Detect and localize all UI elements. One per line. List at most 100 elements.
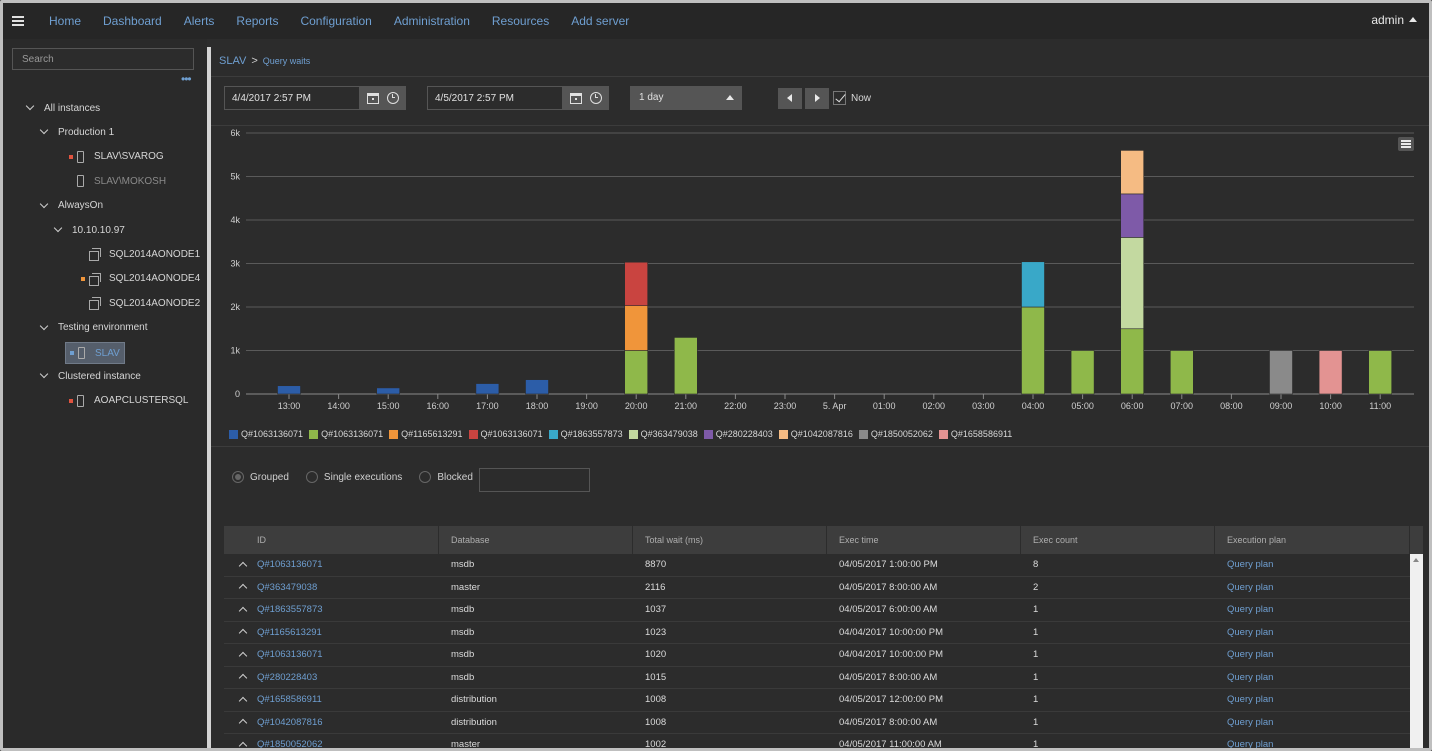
nav-resources[interactable]: Resources bbox=[491, 14, 550, 28]
query-id-link[interactable]: Q#1850052062 bbox=[257, 739, 323, 751]
chevron-up-icon[interactable] bbox=[238, 740, 250, 748]
cell-id[interactable]: Q#1042087816 bbox=[224, 717, 439, 728]
column-header-exec-count[interactable]: Exec count bbox=[1021, 526, 1215, 554]
chevron-up-icon[interactable] bbox=[238, 650, 250, 660]
cell-execution-plan[interactable]: Query plan bbox=[1227, 626, 1274, 638]
chevron-down-icon[interactable] bbox=[53, 225, 63, 235]
table-row[interactable]: Q#1863557873 msdb 1037 04/05/2017 6:00:00 A… bbox=[224, 599, 1410, 622]
legend-item[interactable]: Q#1165613291 bbox=[389, 429, 463, 439]
radio-single-executions[interactable]: Single executions bbox=[305, 471, 402, 483]
legend-item[interactable]: Q#1863557873 bbox=[548, 429, 623, 439]
query-id-link[interactable]: Q#363479038 bbox=[257, 581, 318, 593]
cell-execution-plan[interactable]: Query plan bbox=[1227, 716, 1274, 728]
table-row[interactable]: Q#1063136071 msdb 8870 04/05/2017 1:00:00 P… bbox=[224, 554, 1410, 577]
legend-item[interactable]: Q#1063136071 bbox=[229, 429, 303, 439]
cell-id[interactable]: Q#1063136071 bbox=[224, 559, 439, 570]
tree-node-slav[interactable]: SLAV bbox=[65, 342, 125, 364]
radio-blocked[interactable]: Blocked bbox=[419, 471, 473, 483]
tree-node-testing-environment[interactable]: Testing environment bbox=[39, 318, 148, 338]
table-row[interactable]: Q#1658586911 distribution 1008 04/05/2017 1… bbox=[224, 689, 1410, 712]
to-date-input[interactable]: 4/5/2017 2:57 PM bbox=[427, 86, 563, 110]
chevron-up-icon[interactable] bbox=[238, 717, 250, 727]
chart-menu-icon[interactable] bbox=[1398, 137, 1414, 151]
cell-id[interactable]: Q#1863557873 bbox=[224, 604, 439, 615]
nav-dashboard[interactable]: Dashboard bbox=[103, 14, 162, 28]
tree-node-sql2014aonode4[interactable]: SQL2014AONODE4 bbox=[81, 269, 200, 289]
cell-execution-plan[interactable]: Query plan bbox=[1227, 649, 1274, 661]
calendar-icon[interactable] bbox=[367, 92, 380, 104]
previous-period-button[interactable] bbox=[778, 88, 802, 109]
from-date-input[interactable]: 4/4/2017 2:57 PM bbox=[224, 86, 360, 110]
nav-reports[interactable]: Reports bbox=[236, 14, 279, 28]
nav-administration[interactable]: Administration bbox=[393, 14, 470, 28]
chevron-down-icon[interactable] bbox=[39, 127, 49, 137]
next-period-button[interactable] bbox=[805, 88, 829, 109]
legend-item[interactable]: Q#280228403 bbox=[703, 429, 773, 439]
chevron-up-icon[interactable] bbox=[238, 605, 250, 615]
table-row[interactable]: Q#363479038 master 2116 04/05/2017 8:00:00 … bbox=[224, 577, 1410, 599]
tree-node-sql2014aonode2[interactable]: SQL2014AONODE2 bbox=[81, 293, 200, 313]
tree-node-10-10-10-97[interactable]: 10.10.10.97 bbox=[53, 220, 125, 240]
nav-add-server[interactable]: Add server bbox=[571, 14, 630, 28]
calendar-icon[interactable] bbox=[570, 92, 583, 104]
tree-node-clustered-instance[interactable]: Clustered instance bbox=[39, 366, 141, 386]
legend-item[interactable]: Q#363479038 bbox=[628, 429, 698, 439]
tree-node-aoapclustersql[interactable]: AOAPCLUSTERSQL bbox=[69, 391, 188, 411]
cell-id[interactable]: Q#280228403 bbox=[224, 672, 439, 683]
legend-item[interactable]: Q#1658586911 bbox=[938, 429, 1012, 439]
chevron-down-icon[interactable] bbox=[39, 371, 49, 381]
cell-id[interactable]: Q#1850052062 bbox=[224, 739, 439, 751]
sidebar-resize-handle[interactable] bbox=[207, 47, 211, 748]
column-header-total-wait[interactable]: Total wait (ms) bbox=[633, 526, 827, 554]
tree-node-production-1[interactable]: Production 1 bbox=[39, 122, 114, 142]
cell-execution-plan[interactable]: Query plan bbox=[1227, 739, 1274, 751]
user-menu[interactable]: admin bbox=[1371, 13, 1417, 27]
nav-home[interactable]: Home bbox=[49, 14, 82, 28]
cell-id[interactable]: Q#1658586911 bbox=[224, 694, 439, 705]
chevron-up-icon[interactable] bbox=[238, 560, 250, 570]
radio-grouped[interactable]: Grouped bbox=[232, 471, 289, 483]
tree-node-sql2014aonode1[interactable]: SQL2014AONODE1 bbox=[81, 244, 200, 264]
cell-execution-plan[interactable]: Query plan bbox=[1227, 694, 1274, 706]
legend-item[interactable]: Q#1042087816 bbox=[778, 429, 853, 439]
tree-node-slav-mokosh[interactable]: SLAV\MOKOSH bbox=[69, 171, 166, 191]
cell-execution-plan[interactable]: Query plan bbox=[1227, 671, 1274, 683]
chevron-up-icon[interactable] bbox=[238, 582, 250, 592]
chevron-down-icon[interactable] bbox=[39, 323, 49, 333]
table-row[interactable]: Q#280228403 msdb 1015 04/05/2017 8:00:00 AM… bbox=[224, 667, 1410, 689]
breadcrumb-root[interactable]: SLAV bbox=[219, 55, 247, 67]
tree-node-slav-svarog[interactable]: SLAV\SVAROG bbox=[69, 147, 164, 167]
cell-execution-plan[interactable]: Query plan bbox=[1227, 559, 1274, 571]
chevron-down-icon[interactable] bbox=[39, 201, 49, 211]
nav-configuration[interactable]: Configuration bbox=[300, 14, 372, 28]
chevron-up-icon[interactable] bbox=[238, 627, 250, 637]
table-row[interactable]: Q#1063136071 msdb 1020 04/04/2017 10:00:00 … bbox=[224, 644, 1410, 667]
period-select[interactable]: 1 day bbox=[630, 86, 742, 110]
cell-id[interactable]: Q#363479038 bbox=[224, 582, 439, 593]
query-id-link[interactable]: Q#1658586911 bbox=[257, 694, 322, 706]
menu-icon[interactable] bbox=[12, 16, 24, 26]
cell-id[interactable]: Q#1063136071 bbox=[224, 649, 439, 660]
column-header-execution-plan[interactable]: Execution plan bbox=[1215, 526, 1410, 554]
legend-item[interactable]: Q#1063136071 bbox=[309, 429, 383, 439]
query-id-link[interactable]: Q#1063136071 bbox=[257, 559, 323, 571]
chevron-up-icon[interactable] bbox=[238, 695, 250, 705]
cell-execution-plan[interactable]: Query plan bbox=[1227, 581, 1274, 593]
chevron-up-icon[interactable] bbox=[238, 672, 250, 682]
tree-node-all-instances[interactable]: All instances bbox=[25, 98, 100, 118]
column-header-database[interactable]: Database bbox=[439, 526, 633, 554]
cell-execution-plan[interactable]: Query plan bbox=[1227, 604, 1274, 616]
legend-item[interactable]: Q#1063136071 bbox=[468, 429, 543, 439]
tree-node-alwayson[interactable]: AlwaysOn bbox=[39, 196, 103, 216]
clock-icon[interactable] bbox=[589, 92, 602, 104]
now-checkbox[interactable] bbox=[833, 91, 846, 105]
column-header-exec-time[interactable]: Exec time bbox=[827, 526, 1021, 554]
filter-input[interactable] bbox=[479, 468, 590, 492]
column-header-id[interactable]: ID bbox=[224, 526, 439, 554]
table-scrollbar[interactable] bbox=[1410, 554, 1423, 748]
table-row[interactable]: Q#1042087816 distribution 1008 04/05/2017 8… bbox=[224, 712, 1410, 734]
scroll-up-icon[interactable] bbox=[1413, 558, 1419, 562]
cell-id[interactable]: Q#1165613291 bbox=[224, 627, 439, 638]
query-id-link[interactable]: Q#1063136071 bbox=[257, 649, 323, 661]
query-id-link[interactable]: Q#1042087816 bbox=[257, 716, 323, 728]
